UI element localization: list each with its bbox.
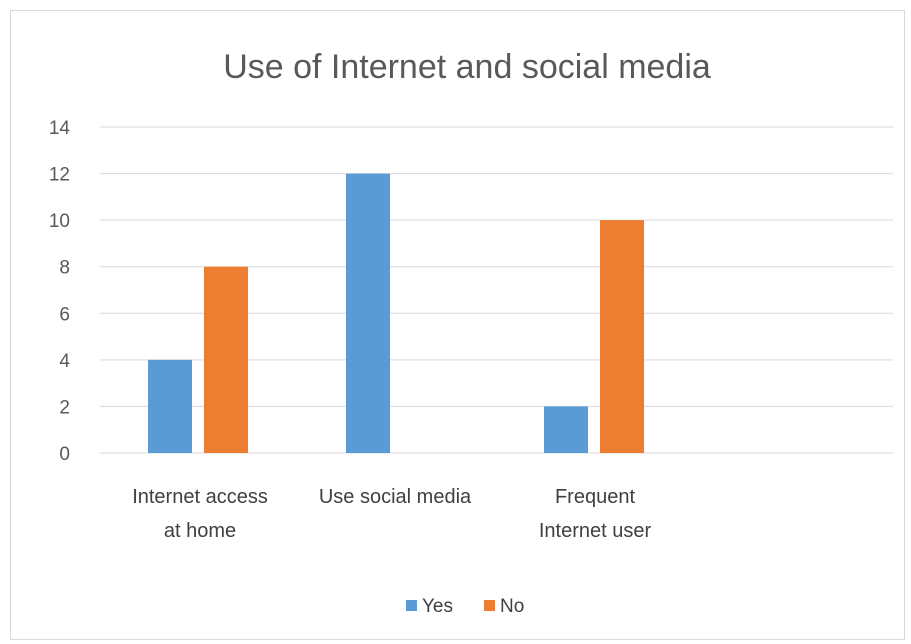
legend-swatch-no	[484, 600, 495, 611]
chart-title: Use of Internet and social media	[223, 48, 711, 86]
legend-label-yes: Yes	[422, 596, 453, 617]
legend: Yes No	[406, 596, 524, 617]
bar-yes-2	[544, 406, 588, 453]
x-category-label: Frequent	[555, 486, 635, 508]
x-category-label: Internet user	[539, 520, 652, 542]
legend-label-no: No	[500, 596, 524, 617]
y-tick-label: 0	[59, 444, 70, 465]
y-axis-ticks: 0 2 4 6 8 10 12 14	[49, 118, 71, 465]
y-tick-label: 6	[59, 304, 70, 325]
x-category-label: Internet access	[132, 486, 268, 508]
y-tick-label: 10	[49, 211, 70, 232]
y-tick-label: 12	[49, 165, 70, 186]
bars	[148, 173, 644, 454]
legend-swatch-yes	[406, 600, 417, 611]
y-tick-label: 14	[49, 118, 71, 139]
x-category-label: Use social media	[319, 486, 472, 508]
chart-frame	[10, 10, 905, 640]
bar-no-2	[600, 220, 644, 453]
bar-no-0	[204, 266, 248, 453]
y-tick-label: 8	[59, 258, 70, 279]
y-tick-label: 2	[59, 397, 70, 418]
bar-yes-1	[346, 173, 390, 454]
bar-yes-0	[148, 359, 192, 453]
x-axis-labels: Internet access at home Use social media Fr…	[132, 486, 651, 542]
y-tick-label: 4	[59, 351, 70, 372]
x-category-label: at home	[164, 520, 236, 542]
